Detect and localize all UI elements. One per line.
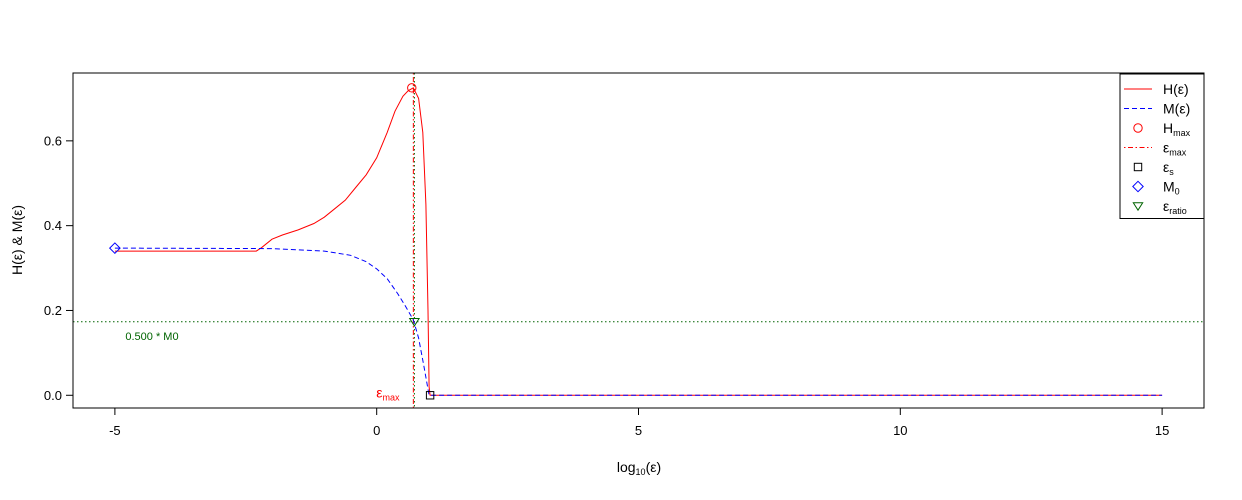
x-tick-label: 15 bbox=[1155, 423, 1169, 438]
x-axis-title-sub: 10 bbox=[636, 467, 646, 477]
legend-swatch-4 bbox=[1133, 162, 1143, 172]
x-axis-title-base: log bbox=[617, 459, 636, 475]
legend-entry-base: ε bbox=[1163, 198, 1169, 214]
annotation-eps-max-base: ε bbox=[376, 384, 382, 400]
y-tick-label: 0.6 bbox=[44, 133, 62, 148]
point-ratio bbox=[408, 318, 421, 327]
plot-frame bbox=[72, 72, 1205, 409]
x-tick-label: 5 bbox=[635, 423, 642, 438]
legend-swatch-2 bbox=[1133, 123, 1143, 133]
legend-entry-3: εmax bbox=[1163, 140, 1187, 158]
series-line-0 bbox=[114, 87, 1163, 396]
point-m0 bbox=[108, 242, 121, 255]
point-s bbox=[425, 391, 435, 400]
point-hmax bbox=[407, 83, 417, 93]
annotation-half-m0: 0.500 * M0 bbox=[125, 331, 178, 343]
legend-entry-sub: max bbox=[1169, 148, 1187, 158]
y-tick-label: 0.4 bbox=[44, 218, 62, 233]
legend-box bbox=[1119, 73, 1205, 219]
y-tick-label: 0.0 bbox=[44, 388, 62, 403]
legend-entry-base: ε bbox=[1163, 159, 1169, 175]
legend-entry-sub: 0 bbox=[1175, 187, 1180, 197]
legend-entry-4: εs bbox=[1163, 159, 1174, 177]
legend-entry-5: M0 bbox=[1163, 179, 1180, 197]
legend-entry-6: εratio bbox=[1163, 198, 1187, 216]
axes: -5 0 5 10 15 0.0 0.2 0.4 0.6 bbox=[44, 72, 1205, 438]
legend-entry-sub: s bbox=[1169, 167, 1174, 177]
legend-entry-base: M(ε) bbox=[1163, 101, 1190, 117]
x-axis-title: log10(ε) bbox=[617, 459, 661, 477]
legend-swatch-6 bbox=[1132, 202, 1144, 212]
y-axis-title: H(ε) & M(ε) bbox=[9, 205, 25, 275]
x-tick-label: 10 bbox=[893, 423, 907, 438]
legend-entry-base: H bbox=[1163, 120, 1173, 136]
y-tick-label: 0.2 bbox=[44, 303, 62, 318]
legend-entry-base: ε bbox=[1163, 140, 1169, 156]
legend-entry-sub: max bbox=[1173, 128, 1191, 138]
legend-entry-2: Hmax bbox=[1163, 120, 1191, 138]
annotation-eps-max-sub: max bbox=[382, 392, 400, 402]
legend-entry-sub: ratio bbox=[1169, 206, 1187, 216]
legend-swatch-5 bbox=[1132, 180, 1144, 193]
legend-entry-base: H(ε) bbox=[1163, 81, 1189, 97]
annotation-eps-max: εmax bbox=[376, 384, 400, 402]
x-tick-label: -5 bbox=[109, 423, 121, 438]
legend-entry-base: M bbox=[1163, 179, 1175, 195]
x-tick-label: 0 bbox=[373, 423, 380, 438]
legend-entry-1: M(ε) bbox=[1163, 101, 1190, 117]
series-line-1 bbox=[114, 247, 1163, 396]
x-axis-title-rest: (ε) bbox=[646, 459, 662, 475]
legend-entry-0: H(ε) bbox=[1163, 81, 1189, 97]
